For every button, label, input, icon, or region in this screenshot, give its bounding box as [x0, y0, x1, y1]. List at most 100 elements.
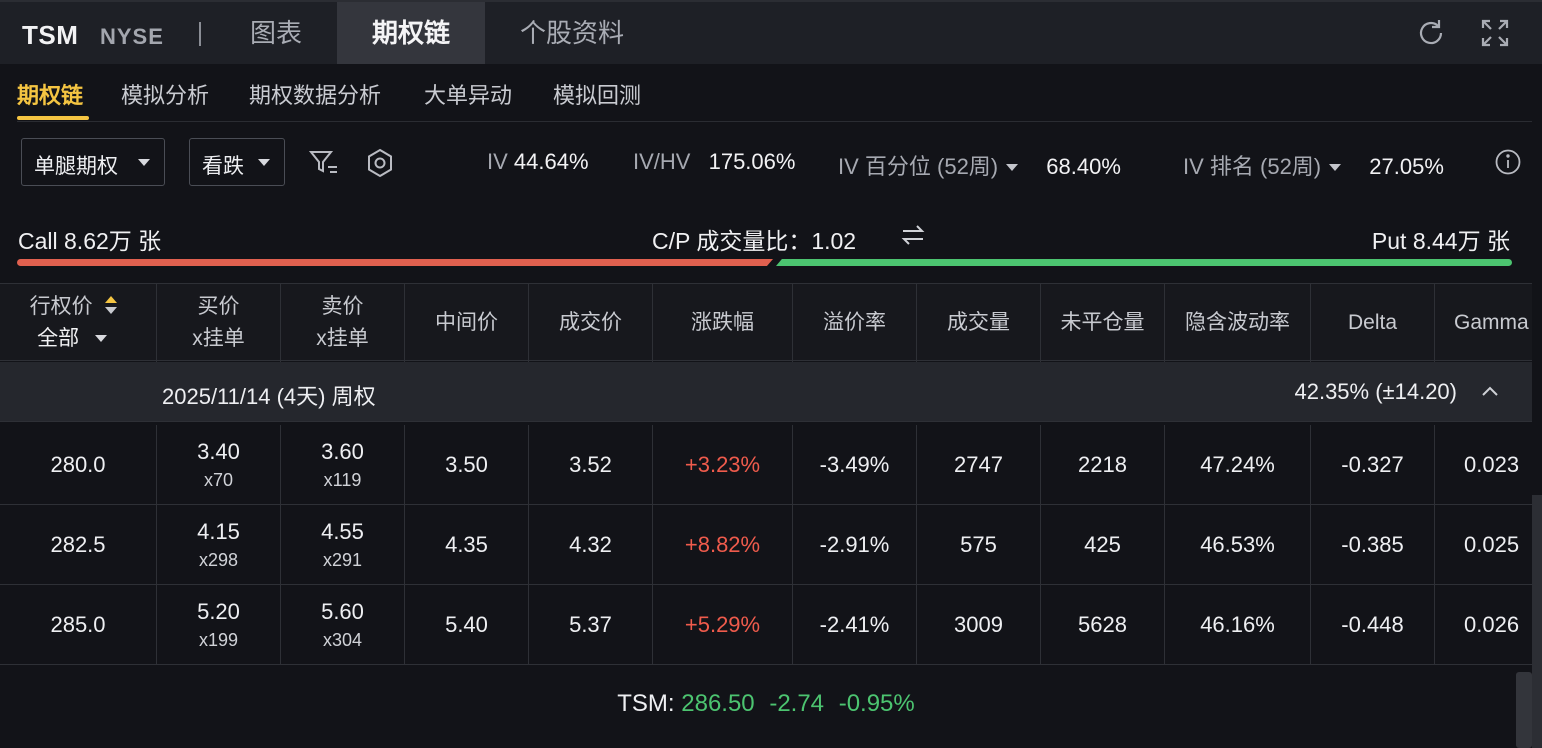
gamma-cell[interactable]: 0.023: [1435, 425, 1532, 505]
header-ask-size-label: x挂单: [316, 327, 369, 350]
strike-cell-value: 280.0: [50, 452, 106, 477]
header-change[interactable]: 涨跌幅: [653, 284, 793, 362]
header-implied-volatility[interactable]: 隐含波动率: [1165, 284, 1311, 362]
ask-cell[interactable]: 3.60 x119: [281, 425, 405, 505]
gamma-cell[interactable]: 0.026: [1435, 585, 1532, 665]
strike-cell[interactable]: 280.0: [0, 425, 157, 505]
header-bid-size-label: x挂单: [192, 327, 245, 350]
chevron-down-icon: [138, 159, 150, 166]
refresh-icon[interactable]: [1414, 16, 1448, 50]
premium-cell[interactable]: -2.41%: [793, 585, 917, 665]
last-cell[interactable]: 4.32: [529, 505, 653, 585]
chevron-down-icon: [258, 159, 270, 166]
strategy-select-value: 单腿期权: [34, 155, 118, 178]
underlying-quote: TSM: 286.50 -2.74 -0.95%: [0, 690, 1532, 718]
active-tab-indicator: [17, 116, 89, 120]
chevron-up-icon[interactable]: [1480, 382, 1500, 402]
chevron-down-icon: [1006, 164, 1019, 171]
implied-volatility-cell[interactable]: 46.53%: [1165, 505, 1311, 585]
delta-cell[interactable]: -0.385: [1311, 505, 1435, 585]
expiry-group-row[interactable]: 2025/11/14 (4天) 周权 42.35% (±14.20): [0, 362, 1532, 422]
tab-option-chain[interactable]: 期权链: [337, 2, 485, 64]
change-cell-value: +8.82%: [684, 532, 761, 557]
bid-cell[interactable]: 5.20 x199: [157, 585, 281, 665]
sub-tabs: 期权链 模拟分析 期权数据分析 大单异动 模拟回测: [0, 64, 1542, 122]
header-volume[interactable]: 成交量: [917, 284, 1041, 362]
ask-cell[interactable]: 5.60 x304: [281, 585, 405, 665]
iv-rank-stat[interactable]: IV 排名 (52周) 27.05%: [1183, 149, 1444, 181]
header-open-interest[interactable]: 未平仓量: [1041, 284, 1165, 362]
chevron-down-icon[interactable]: [94, 335, 107, 342]
open-interest-cell[interactable]: 2218: [1041, 425, 1165, 505]
ask-cell[interactable]: 4.55 x291: [281, 505, 405, 585]
sort-icon[interactable]: [104, 293, 118, 314]
last-cell[interactable]: 3.52: [529, 425, 653, 505]
change-cell[interactable]: +8.82%: [653, 505, 793, 585]
table-row[interactable]: 285.0 5.20 x199 5.60 x304 5.40 5.37 +5.29% -2.41…: [0, 585, 1532, 665]
iv-stat: IV 44.64%: [487, 149, 589, 175]
info-icon[interactable]: [1494, 148, 1522, 176]
divider: [17, 121, 1532, 122]
ivhv-label: IV/HV: [633, 149, 691, 174]
last-cell-value: 5.37: [569, 612, 612, 637]
gamma-cell[interactable]: 0.025: [1435, 505, 1532, 585]
implied-volatility-cell[interactable]: 46.16%: [1165, 585, 1311, 665]
subtab-backtest[interactable]: 模拟回测: [553, 83, 642, 108]
filter-icon[interactable]: [308, 147, 340, 179]
bid-cell-value: 3.40: [197, 438, 240, 464]
premium-cell[interactable]: -2.91%: [793, 505, 917, 585]
header-bid[interactable]: 买价 x挂单: [157, 284, 281, 362]
scrollbar-thumb[interactable]: [1516, 672, 1532, 748]
tab-company-profile[interactable]: 个股资料: [519, 18, 624, 48]
header-last[interactable]: 成交价: [529, 284, 653, 362]
iv-percentile-label: IV 百分位 (52周): [838, 154, 999, 179]
delta-cell[interactable]: -0.327: [1311, 425, 1435, 505]
subtab-unusual-activity[interactable]: 大单异动: [424, 83, 513, 108]
subtab-option-chain[interactable]: 期权链: [17, 83, 84, 108]
implied-volatility-cell-value: 47.24%: [1200, 452, 1275, 477]
strategy-select[interactable]: 单腿期权: [21, 138, 165, 186]
open-interest-cell[interactable]: 425: [1041, 505, 1165, 585]
volume-cell[interactable]: 2747: [917, 425, 1041, 505]
mid-cell[interactable]: 4.35: [405, 505, 529, 585]
gamma-cell-value: 0.023: [1464, 452, 1520, 477]
delta-cell[interactable]: -0.448: [1311, 585, 1435, 665]
volume-cell[interactable]: 3009: [917, 585, 1041, 665]
open-interest-cell[interactable]: 5628: [1041, 585, 1165, 665]
subtab-option-data[interactable]: 期权数据分析: [249, 83, 382, 108]
last-cell[interactable]: 5.37: [529, 585, 653, 665]
change-cell[interactable]: +3.23%: [653, 425, 793, 505]
volume-cell[interactable]: 575: [917, 505, 1041, 585]
bid-cell[interactable]: 4.15 x298: [157, 505, 281, 585]
swap-icon[interactable]: [900, 222, 926, 248]
header-mid[interactable]: 中间价: [405, 284, 529, 362]
premium-cell[interactable]: -3.49%: [793, 425, 917, 505]
table-row[interactable]: 280.0 3.40 x70 3.60 x119 3.50 3.52 +3.23% -3.49%…: [0, 425, 1532, 505]
header-strike[interactable]: 行权价 全部: [0, 284, 157, 362]
header-premium[interactable]: 溢价率: [793, 284, 917, 362]
put-volume: Put 8.44万 张: [1371, 228, 1510, 254]
change-cell[interactable]: +5.29%: [653, 585, 793, 665]
horizontal-scroll-track[interactable]: [1532, 495, 1542, 748]
header-gamma[interactable]: Gamma: [1454, 311, 1529, 334]
strike-cell[interactable]: 282.5: [0, 505, 157, 585]
fullscreen-icon[interactable]: [1478, 16, 1512, 50]
iv-rank-value: 27.05%: [1369, 154, 1444, 179]
mid-cell[interactable]: 3.50: [405, 425, 529, 505]
last-cell-value: 4.32: [569, 532, 612, 557]
mid-cell[interactable]: 5.40: [405, 585, 529, 665]
header-ask[interactable]: 卖价 x挂单: [281, 284, 405, 362]
implied-volatility-cell[interactable]: 47.24%: [1165, 425, 1311, 505]
subtab-simulation[interactable]: 模拟分析: [121, 83, 210, 108]
header-bid-label: 买价: [197, 295, 240, 318]
strike-cell[interactable]: 285.0: [0, 585, 157, 665]
header-delta[interactable]: Delta: [1311, 284, 1435, 362]
bid-cell[interactable]: 3.40 x70: [157, 425, 281, 505]
iv-percentile-stat[interactable]: IV 百分位 (52周) 68.40%: [838, 149, 1121, 181]
table-header: 行权价 全部 买价 x挂单 卖价 x挂单 中间价 成交价 涨跌幅 溢价率 成交量…: [0, 283, 1532, 362]
gamma-cell-value: 0.025: [1464, 532, 1520, 557]
direction-select[interactable]: 看跌: [189, 138, 285, 186]
table-row[interactable]: 282.5 4.15 x298 4.55 x291 4.35 4.32 +8.82% -2.91…: [0, 505, 1532, 585]
tab-chart[interactable]: 图表: [249, 18, 302, 48]
settings-icon[interactable]: [364, 147, 396, 179]
